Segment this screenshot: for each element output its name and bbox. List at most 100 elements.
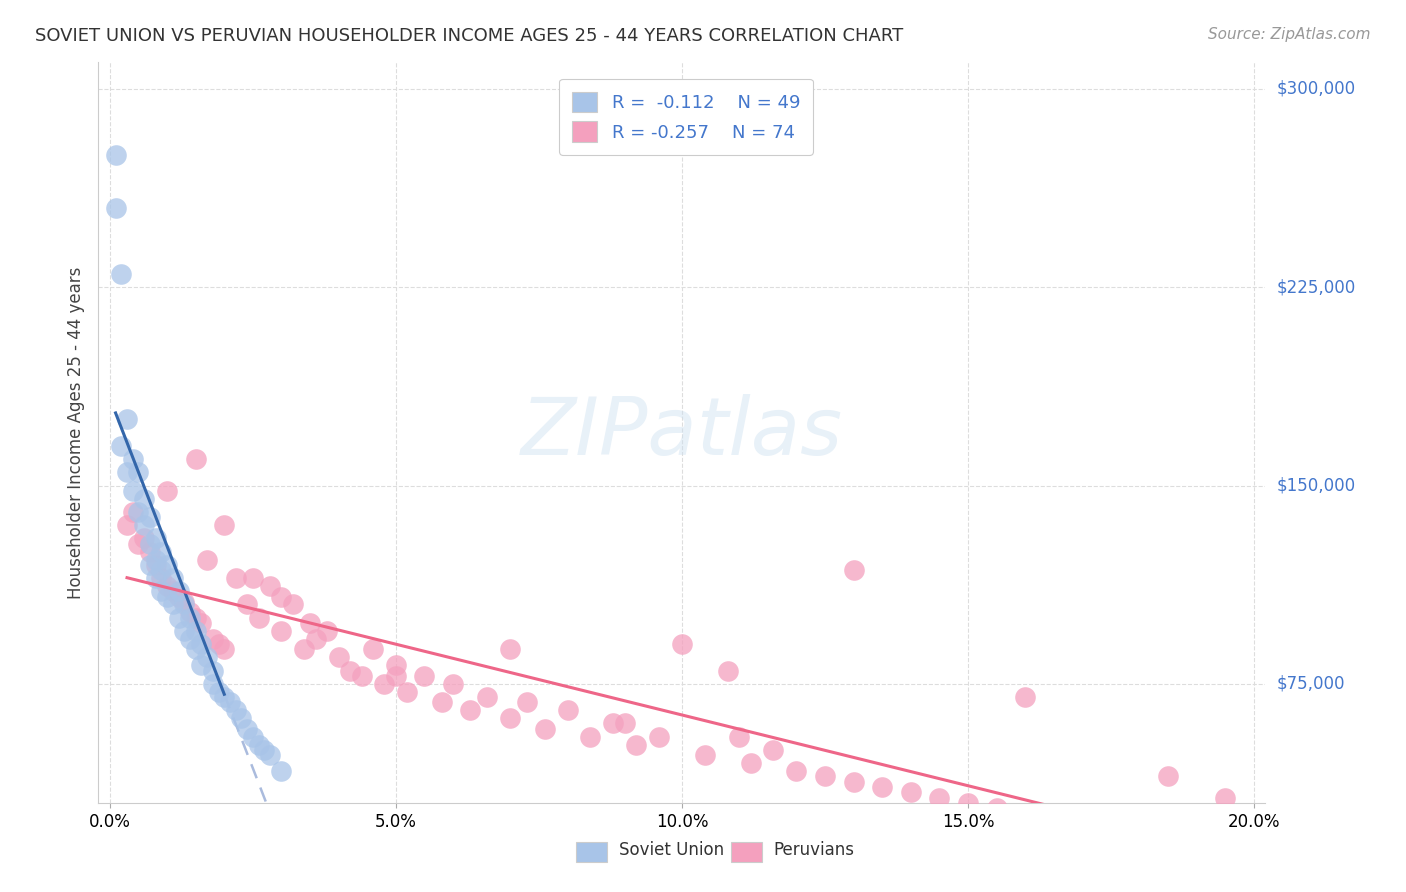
Point [207, 685, 229, 699]
Point [270, 624, 292, 638]
Point [115, 518, 138, 533]
Point [242, 571, 264, 585]
Point [928, 790, 950, 805]
Point [127, 536, 149, 550]
Point [900, 785, 922, 799]
Point [602, 716, 624, 731]
Point [145, 571, 167, 585]
Point [167, 584, 190, 599]
Point [253, 743, 276, 757]
Point [693, 748, 716, 763]
Point [299, 615, 322, 630]
Point [242, 730, 264, 744]
Point [385, 658, 408, 673]
Text: Soviet Union: Soviet Union [619, 841, 724, 859]
Text: $300,000: $300,000 [1277, 80, 1355, 98]
Text: SOVIET UNION VS PERUVIAN HOUSEHOLDER INCOME AGES 25 - 44 YEARS CORRELATION CHART: SOVIET UNION VS PERUVIAN HOUSEHOLDER INC… [35, 27, 904, 45]
Point [292, 642, 315, 657]
Point [557, 703, 579, 717]
Point [396, 685, 419, 699]
Point [499, 642, 522, 657]
Point [167, 610, 190, 624]
Point [150, 584, 173, 599]
Point [110, 439, 132, 453]
Point [441, 677, 464, 691]
Point [458, 703, 481, 717]
Point [195, 552, 218, 566]
Point [139, 536, 162, 550]
Text: $150,000: $150,000 [1277, 476, 1355, 494]
Point [785, 764, 807, 778]
Point [121, 483, 143, 498]
Point [328, 650, 350, 665]
Point [728, 730, 751, 744]
Point [139, 544, 162, 558]
Point [179, 606, 201, 620]
Point [717, 664, 740, 678]
Point [214, 690, 236, 704]
Point [201, 664, 224, 678]
Point [207, 637, 229, 651]
Point [1215, 790, 1237, 805]
Point [339, 664, 361, 678]
Point [870, 780, 893, 794]
Point [842, 563, 865, 577]
Text: Source: ZipAtlas.com: Source: ZipAtlas.com [1208, 27, 1371, 42]
Text: ZIPatlas: ZIPatlas [520, 393, 844, 472]
Point [110, 267, 132, 281]
Point [134, 518, 156, 533]
Point [219, 695, 242, 709]
Point [156, 590, 179, 604]
Point [184, 642, 207, 657]
Point [127, 465, 149, 479]
Point [104, 201, 127, 215]
Point [385, 669, 408, 683]
Point [236, 722, 259, 736]
Point [104, 148, 127, 162]
Point [184, 452, 207, 467]
Point [361, 642, 384, 657]
Point [150, 544, 173, 558]
Y-axis label: Householder Income Ages 25 - 44 years: Householder Income Ages 25 - 44 years [66, 267, 84, 599]
Point [740, 756, 762, 771]
Point [127, 505, 149, 519]
Legend: R =  -0.112    N = 49, R = -0.257    N = 74: R = -0.112 N = 49, R = -0.257 N = 74 [560, 78, 813, 155]
Point [150, 563, 173, 577]
Point [671, 637, 693, 651]
Point [225, 703, 247, 717]
Point [173, 598, 195, 612]
Point [350, 669, 373, 683]
Point [190, 658, 212, 673]
Point [1157, 769, 1180, 783]
Point [156, 579, 179, 593]
Point [145, 552, 167, 566]
Point [134, 532, 156, 546]
Point [139, 558, 162, 572]
Point [842, 774, 865, 789]
Point [247, 610, 270, 624]
Point [259, 579, 281, 593]
Point [281, 598, 304, 612]
Point [430, 695, 453, 709]
Point [477, 690, 499, 704]
Point [499, 711, 522, 725]
Point [613, 716, 636, 731]
Point [214, 518, 236, 533]
Point [579, 730, 602, 744]
Point [986, 801, 1008, 815]
Point [270, 764, 292, 778]
Point [305, 632, 328, 646]
Point [156, 483, 179, 498]
Point [134, 491, 156, 506]
Point [162, 598, 184, 612]
Point [190, 615, 212, 630]
Text: $225,000: $225,000 [1277, 278, 1355, 296]
Bar [576, 842, 607, 862]
Point [373, 677, 395, 691]
Bar [731, 842, 762, 862]
Point [162, 584, 184, 599]
Point [145, 532, 167, 546]
Point [624, 738, 647, 752]
Point [225, 571, 247, 585]
Text: $75,000: $75,000 [1277, 675, 1346, 693]
